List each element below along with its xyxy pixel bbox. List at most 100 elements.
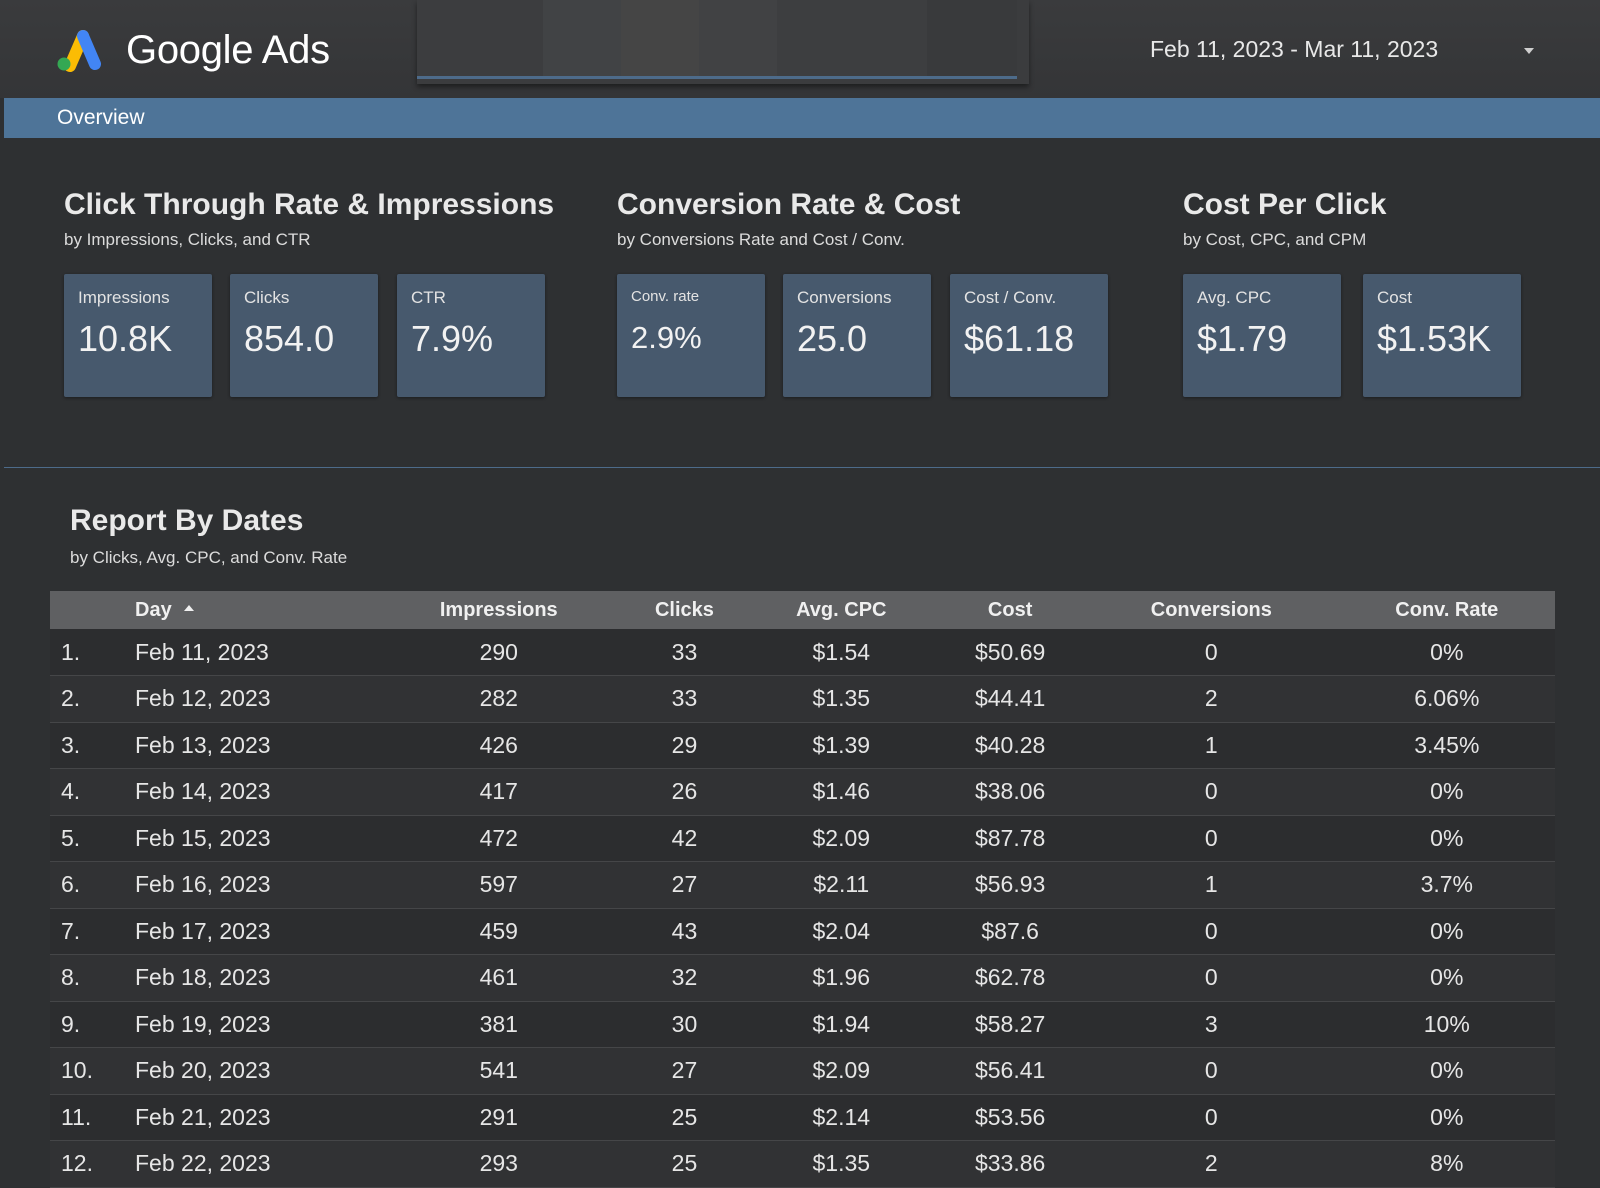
column-header-conversions[interactable]: Conversions (1150, 598, 1272, 621)
clicks-cell: 27 (671, 871, 698, 898)
tab-underline (417, 76, 1017, 79)
conversions-cell: 0 (1204, 917, 1218, 944)
row-index: 9. (61, 1010, 81, 1037)
kpi-value: $1.79 (1197, 318, 1288, 359)
day-cell: Feb 11, 2023 (135, 638, 269, 665)
day-cell: Feb 17, 2023 (135, 917, 271, 944)
page-tab-3[interactable] (621, 0, 699, 78)
column-header-conv-rate[interactable]: Conv. Rate (1395, 598, 1499, 621)
caret-down-icon[interactable] (1524, 48, 1534, 54)
table-row[interactable]: 11. Feb 21, 2023 291 25 $2.14 $53.56 0 0% (50, 1094, 1555, 1141)
clicks-cell: 33 (671, 638, 698, 665)
impressions-cell: 541 (479, 1057, 518, 1084)
column-header-cost[interactable]: Cost (987, 598, 1033, 621)
cost-cell: $62.78 (974, 964, 1046, 991)
avg-cpc-cell: $1.46 (812, 778, 871, 805)
table-row[interactable]: 7. Feb 17, 2023 459 43 $2.04 $87.6 0 0% (50, 908, 1555, 955)
conv-rate-cell: 0% (1430, 964, 1464, 991)
table-row[interactable]: 10. Feb 20, 2023 541 27 $2.09 $56.41 0 0% (50, 1047, 1555, 1094)
day-cell: Feb 22, 2023 (135, 1150, 271, 1177)
table-row[interactable]: 5. Feb 15, 2023 472 42 $2.09 $87.78 0 0% (50, 815, 1555, 862)
avg-cpc-cell: $1.35 (812, 1150, 871, 1177)
impressions-cell: 293 (479, 1150, 518, 1177)
day-cell: Feb 16, 2023 (135, 871, 271, 898)
clicks-cell: 43 (671, 917, 698, 944)
impressions-cell: 417 (479, 778, 518, 805)
impressions-cell: 472 (479, 824, 518, 851)
day-cell: Feb 14, 2023 (135, 778, 271, 805)
page-tab-6[interactable] (927, 0, 1017, 78)
day-cell: Feb 13, 2023 (135, 731, 271, 758)
impressions-cell: 291 (479, 1103, 518, 1130)
cost-cell: $56.41 (974, 1057, 1046, 1084)
kpi-value: 2.9% (631, 320, 702, 355)
day-cell: Feb 21, 2023 (135, 1103, 271, 1130)
conversions-cell: 0 (1204, 638, 1218, 665)
conv-rate-cell: 0% (1430, 638, 1464, 665)
clicks-cell: 25 (671, 1103, 698, 1130)
table-row[interactable]: 2. Feb 12, 2023 282 33 $1.35 $44.41 2 6.06% (50, 675, 1555, 722)
row-index: 12. (61, 1150, 93, 1177)
column-header-impressions[interactable]: Impressions (439, 598, 558, 621)
conv-section-title: Conversion Rate & Cost (617, 188, 961, 221)
column-header-label: Day (135, 598, 172, 621)
table-row[interactable]: 6. Feb 16, 2023 597 27 $2.11 $56.93 1 3.7% (50, 861, 1555, 908)
avg-cpc-cell: $1.39 (812, 731, 871, 758)
sort-ascending-icon[interactable] (183, 605, 194, 612)
kpi-value: 10.8K (78, 318, 173, 359)
day-cell: Feb 18, 2023 (135, 964, 271, 991)
row-index: 7. (61, 917, 81, 944)
conv-rate-cell: 8% (1430, 1150, 1464, 1177)
column-header-day[interactable]: Day (135, 591, 375, 629)
overview-nav-bar: Overview (4, 98, 1600, 138)
clicks-cell: 42 (671, 824, 698, 851)
cost-cell: $58.27 (974, 1010, 1046, 1037)
report-table-container: Day Impressions Clicks Avg. CPC Cost Con… (50, 591, 1555, 1188)
ctr-section-title: Click Through Rate & Impressions (64, 188, 555, 221)
clicks-cell: 26 (671, 778, 698, 805)
conv-rate-cell: 0% (1430, 917, 1464, 944)
kpi-conversions-card: Conversions 25.0 (783, 274, 931, 397)
day-cell: Feb 15, 2023 (135, 824, 271, 851)
date-range-selector[interactable]: Feb 11, 2023 - Mar 11, 2023 (1150, 36, 1439, 62)
conv-rate-cell: 0% (1430, 824, 1464, 851)
page-tab-4[interactable] (699, 0, 777, 78)
row-index: 11. (61, 1103, 92, 1130)
page-tab-2[interactable] (543, 0, 621, 78)
impressions-cell: 381 (479, 1010, 518, 1037)
impressions-cell: 459 (479, 917, 518, 944)
overview-tab[interactable]: Overview (57, 106, 145, 129)
column-header-clicks[interactable]: Clicks (654, 598, 714, 621)
kpi-label: Impressions (78, 288, 170, 307)
row-index: 4. (61, 778, 81, 805)
avg-cpc-cell: $2.09 (812, 1057, 871, 1084)
cost-cell: $87.78 (974, 824, 1046, 851)
cost-cell: $53.56 (974, 1103, 1046, 1130)
kpi-label: Avg. CPC (1197, 288, 1272, 307)
page-tab-1[interactable] (417, 0, 543, 78)
avg-cpc-cell: $2.14 (812, 1103, 871, 1130)
page-tab-strip (417, 0, 1029, 84)
table-row[interactable]: 9. Feb 19, 2023 381 30 $1.94 $58.27 3 10% (50, 1001, 1555, 1048)
kpi-avg-cpc-card: Avg. CPC $1.79 (1183, 274, 1341, 397)
conversions-cell: 0 (1204, 824, 1218, 851)
report-title: Report By Dates (70, 504, 304, 537)
table-row[interactable]: 4. Feb 14, 2023 417 26 $1.46 $38.06 0 0% (50, 768, 1555, 815)
cost-cell: $56.93 (974, 871, 1046, 898)
clicks-cell: 29 (671, 731, 698, 758)
table-row[interactable]: 1. Feb 11, 2023 290 33 $1.54 $50.69 0 0% (50, 629, 1555, 676)
clicks-cell: 25 (671, 1150, 698, 1177)
conversions-cell: 1 (1204, 731, 1218, 758)
conversions-cell: 3 (1204, 1010, 1218, 1037)
kpi-value: 7.9% (411, 318, 494, 359)
table-row[interactable]: 3. Feb 13, 2023 426 29 $1.39 $40.28 1 3.45% (50, 722, 1555, 769)
cost-cell: $40.28 (974, 731, 1046, 758)
column-header-avg-cpc[interactable]: Avg. CPC (796, 598, 887, 621)
page-tab-5[interactable] (777, 0, 927, 78)
table-row[interactable]: 8. Feb 18, 2023 461 32 $1.96 $62.78 0 0% (50, 954, 1555, 1001)
row-index: 2. (61, 685, 81, 712)
table-row[interactable]: 12. Feb 22, 2023 293 25 $1.35 $33.86 2 8% (50, 1140, 1555, 1187)
row-index: 3. (61, 731, 81, 758)
impressions-cell: 282 (479, 685, 518, 712)
row-index: 10. (61, 1057, 93, 1084)
